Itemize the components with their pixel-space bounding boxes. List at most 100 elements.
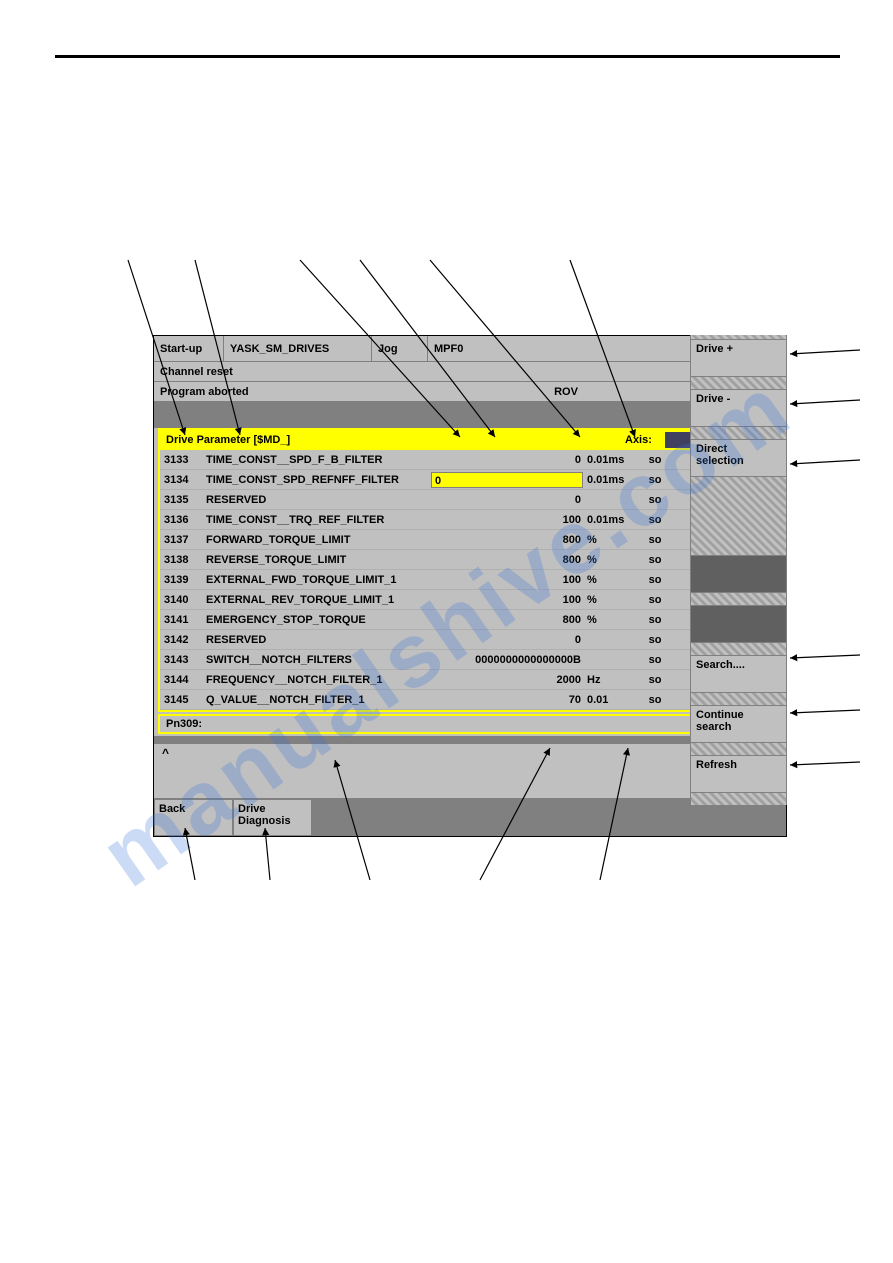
param-flag: so <box>643 534 667 546</box>
param-flag: so <box>643 474 667 486</box>
param-number: 3143 <box>160 654 206 666</box>
status-text: Pn309: <box>166 718 202 730</box>
param-flag: so <box>643 674 667 686</box>
param-name: RESERVED <box>206 494 431 506</box>
softkey-back[interactable]: Back <box>154 799 233 836</box>
param-value[interactable]: 0000000000000000B <box>431 654 587 666</box>
softkey-empty <box>690 605 787 643</box>
param-unit: % <box>587 614 643 626</box>
param-value[interactable]: 0 <box>431 494 587 506</box>
param-flag: so <box>643 654 667 666</box>
param-number: 3137 <box>160 534 206 546</box>
channel-name: YASK_SM_DRIVES <box>224 336 372 361</box>
param-value[interactable]: 100 <box>431 514 587 526</box>
table-row[interactable]: 3134TIME_CONST_SPD_REFNFF_FILTER00.01mss… <box>160 470 764 490</box>
axis-label: Axis: <box>625 434 665 446</box>
param-value[interactable]: 70 <box>431 694 587 706</box>
table-row[interactable]: 3137FORWARD_TORQUE_LIMIT800%so <box>160 530 764 550</box>
param-number: 3145 <box>160 694 206 706</box>
softkey-empty <box>549 799 628 836</box>
softkey-search[interactable]: Search.... <box>690 655 787 693</box>
param-number: 3138 <box>160 554 206 566</box>
param-value[interactable]: 800 <box>431 534 587 546</box>
program-aborted-label: Program aborted <box>154 384 546 400</box>
param-number: 3134 <box>160 474 206 486</box>
param-number: 3140 <box>160 594 206 606</box>
param-flag: so <box>643 574 667 586</box>
param-unit: % <box>587 534 643 546</box>
param-unit: % <box>587 574 643 586</box>
table-row[interactable]: 3138REVERSE_TORQUE_LIMIT800%so <box>160 550 764 570</box>
mode-label: Jog <box>372 336 428 361</box>
softkey-direct-selection[interactable]: Directselection <box>690 439 787 477</box>
table-row[interactable]: 3133TIME_CONST__SPD_F_B_FILTER00.01msso <box>160 450 764 470</box>
parameter-window: Drive Parameter [$MD_] Axis: X1 2 3133TI… <box>158 428 782 712</box>
right-softkey-bar: Drive + Drive - Directselection Search.... C… <box>690 335 787 837</box>
param-unit: 0.01ms <box>587 474 643 486</box>
param-value[interactable]: 800 <box>431 614 587 626</box>
table-row[interactable]: 3141EMERGENCY_STOP_TORQUE800%so <box>160 610 764 630</box>
parameter-table: 3133TIME_CONST__SPD_F_B_FILTER00.01msso3… <box>160 450 764 710</box>
param-name: SWITCH__NOTCH_FILTERS <box>206 654 431 666</box>
page-root: Start-up YASK_SM_DRIVES Jog MPF0 Channel… <box>0 0 893 1263</box>
param-unit: 0.01ms <box>587 454 643 466</box>
startup-label: Start-up <box>154 336 224 361</box>
param-flag: so <box>643 614 667 626</box>
param-unit: % <box>587 554 643 566</box>
param-name: EXTERNAL_FWD_TORQUE_LIMIT_1 <box>206 574 431 586</box>
softkey-empty <box>312 799 391 836</box>
softkey-empty <box>470 799 549 836</box>
param-number: 3144 <box>160 674 206 686</box>
top-rule <box>55 55 840 58</box>
table-row[interactable]: 3145Q_VALUE__NOTCH_FILTER_1700.01so <box>160 690 764 710</box>
table-row[interactable]: 3143SWITCH__NOTCH_FILTERS000000000000000… <box>160 650 764 670</box>
softkey-drive[interactable]: Drive - <box>690 389 787 427</box>
param-flag: so <box>643 694 667 706</box>
parameter-title: Drive Parameter [$MD_] <box>160 434 625 446</box>
caret-row: ^ <box>158 746 782 762</box>
param-value[interactable]: 2000 <box>431 674 587 686</box>
param-flag: so <box>643 634 667 646</box>
param-number: 3133 <box>160 454 206 466</box>
param-value[interactable]: 0 <box>431 454 587 466</box>
param-unit: 0.01ms <box>587 514 643 526</box>
param-name: EXTERNAL_REV_TORQUE_LIMIT_1 <box>206 594 431 606</box>
softkey-refresh[interactable]: Refresh <box>690 755 787 793</box>
param-value[interactable]: 100 <box>431 574 587 586</box>
status-line: Pn309: <box>158 714 782 734</box>
softkey-drive[interactable]: Drive + <box>690 339 787 377</box>
param-flag: so <box>643 554 667 566</box>
param-number: 3139 <box>160 574 206 586</box>
param-unit: 0.01 <box>587 694 643 706</box>
parameter-title-bar: Drive Parameter [$MD_] Axis: X1 2 <box>160 430 780 450</box>
table-row[interactable]: 3144FREQUENCY__NOTCH_FILTER_12000Hzso <box>160 670 764 690</box>
param-number: 3136 <box>160 514 206 526</box>
param-value-edit[interactable]: 0 <box>431 472 583 488</box>
rov-label: ROV <box>546 384 586 400</box>
softkey-continue-search[interactable]: Continuesearch <box>690 705 787 743</box>
param-number: 3135 <box>160 494 206 506</box>
softkey-drive-diagnosis[interactable]: DriveDiagnosis <box>233 799 312 836</box>
table-row[interactable]: 3136TIME_CONST__TRQ_REF_FILTER1000.01mss… <box>160 510 764 530</box>
param-name: EMERGENCY_STOP_TORQUE <box>206 614 431 626</box>
param-name: TIME_CONST__SPD_F_B_FILTER <box>206 454 431 466</box>
param-unit: % <box>587 594 643 606</box>
param-value[interactable]: 0 <box>431 634 587 646</box>
param-number: 3141 <box>160 614 206 626</box>
param-unit: Hz <box>587 674 643 686</box>
param-number: 3142 <box>160 634 206 646</box>
param-value[interactable]: 100 <box>431 594 587 606</box>
table-row[interactable]: 3140EXTERNAL_REV_TORQUE_LIMIT_1100%so <box>160 590 764 610</box>
softkey-empty <box>690 555 787 593</box>
param-flag: so <box>643 594 667 606</box>
param-value[interactable]: 800 <box>431 554 587 566</box>
table-row[interactable]: 3135RESERVED0 so <box>160 490 764 510</box>
param-name: RESERVED <box>206 634 431 646</box>
param-name: FORWARD_TORQUE_LIMIT <box>206 534 431 546</box>
table-row[interactable]: 3139EXTERNAL_FWD_TORQUE_LIMIT_1100%so <box>160 570 764 590</box>
param-flag: so <box>643 494 667 506</box>
softkey-empty <box>391 799 470 836</box>
param-name: REVERSE_TORQUE_LIMIT <box>206 554 431 566</box>
param-value[interactable]: 0 <box>431 472 587 488</box>
table-row[interactable]: 3142RESERVED0 so <box>160 630 764 650</box>
